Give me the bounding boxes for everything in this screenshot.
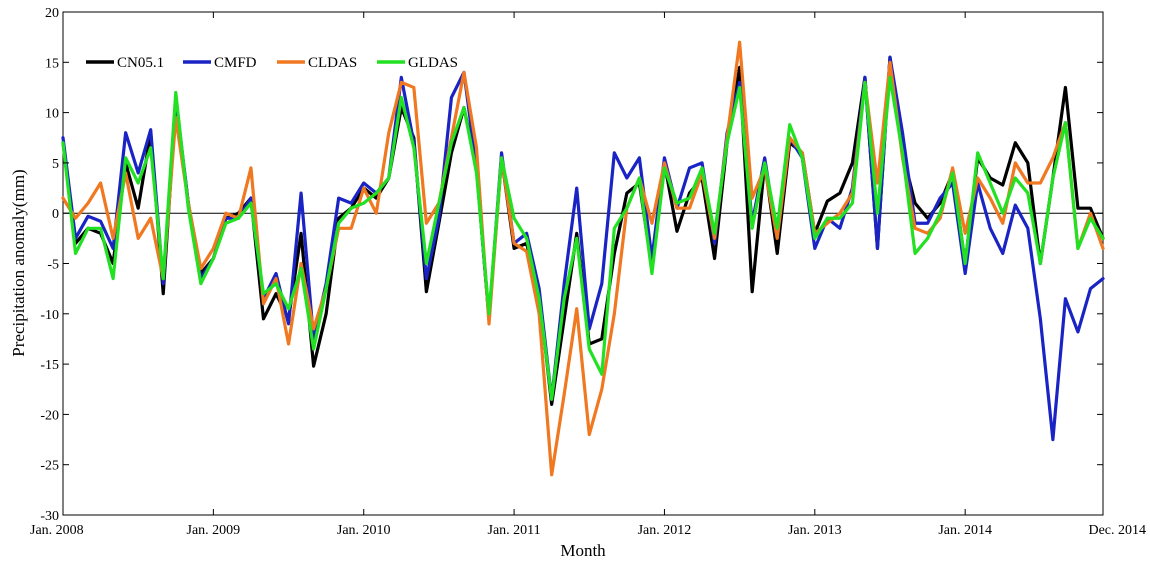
y-tick-label: 20 (45, 6, 59, 21)
legend-label-cn05-1: CN05.1 (117, 55, 164, 71)
y-tick-label: -5 (47, 258, 59, 273)
y-axis-title: Precipitation anomaly(mm) (9, 169, 28, 356)
x-tick-label: Dec. 2014 (1088, 523, 1146, 538)
x-axis-title: Month (560, 541, 606, 560)
x-tick-label: Jan. 2010 (337, 523, 391, 538)
legend-label-gldas: GLDAS (408, 55, 458, 71)
x-tick-label: Jan. 2012 (638, 523, 692, 538)
series-line-gldas (61, 75, 1105, 401)
y-tick-label: 10 (45, 107, 59, 122)
x-tick-label: Jan. 2014 (938, 523, 992, 538)
x-tick-label: Jan. 2009 (187, 523, 241, 538)
y-tick-label: 0 (52, 207, 59, 222)
y-tick-label: 5 (52, 157, 59, 172)
x-tick-label: Jan. 2008 (30, 523, 84, 538)
legend-label-cldas: CLDAS (308, 55, 357, 71)
y-tick-label: -10 (40, 308, 59, 323)
y-tick-label: 15 (45, 56, 59, 71)
y-tick-label: -15 (40, 358, 59, 373)
y-tick-label: -25 (40, 459, 59, 474)
legend-label-cmfd: CMFD (214, 55, 257, 71)
x-tick-label: Jan. 2013 (788, 523, 842, 538)
x-tick-label: Jan. 2011 (488, 523, 541, 538)
y-tick-label: -30 (40, 509, 59, 524)
y-tick-label: -20 (40, 408, 59, 423)
